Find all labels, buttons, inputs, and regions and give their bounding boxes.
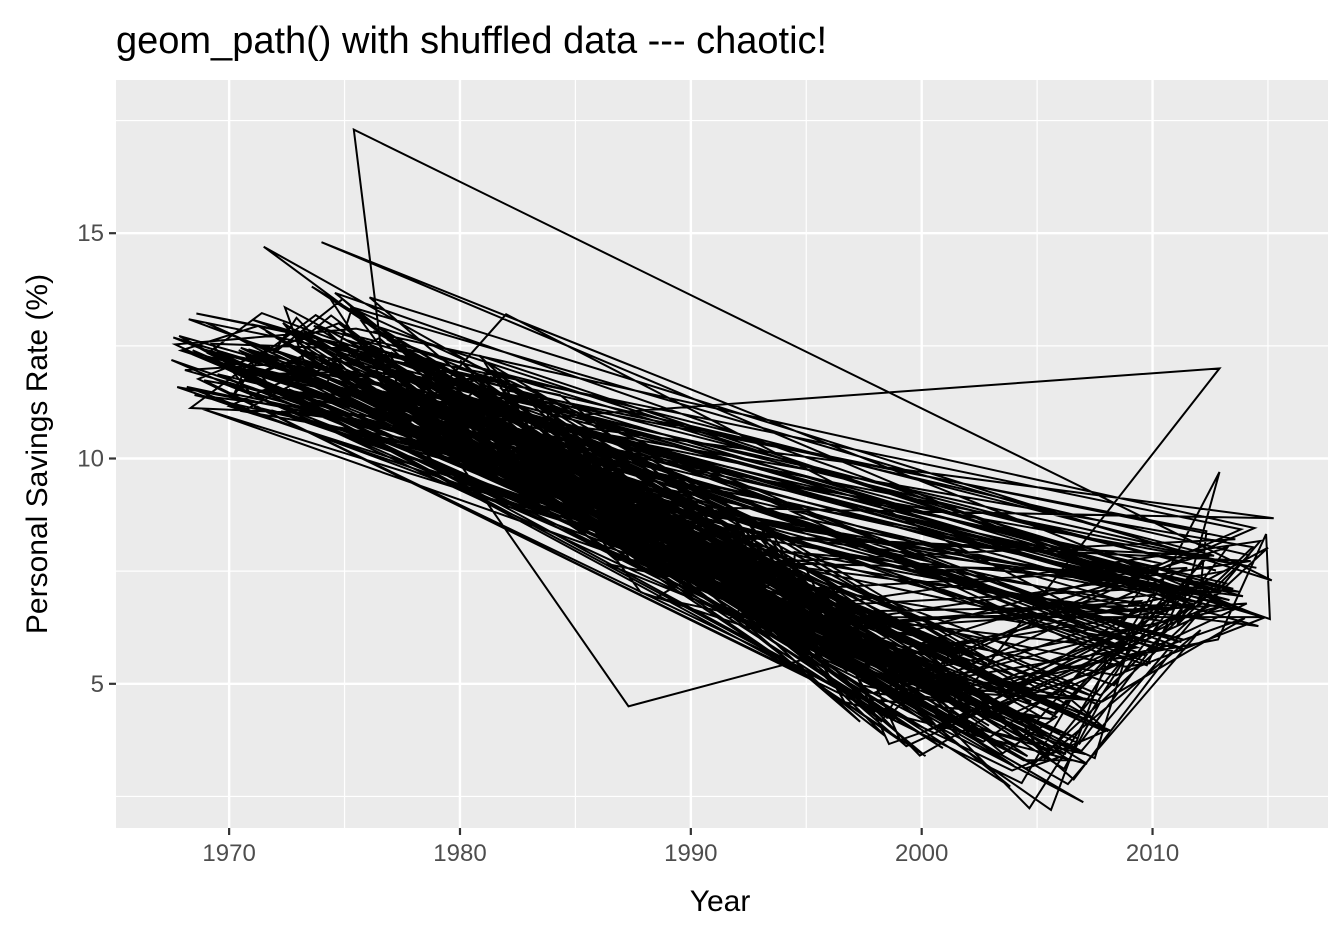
x-axis-title: Year [690, 885, 751, 918]
chart-title: geom_path() with shuffled data --- chaot… [116, 20, 827, 62]
x-axis: 1970 1980 1990 2000 2010 [202, 828, 1179, 867]
x-tick-label: 1990 [664, 840, 717, 867]
data-path-line [171, 127, 1274, 812]
y-tick-label: 10 [77, 446, 104, 473]
x-tick-label: 2000 [895, 840, 948, 867]
x-tick-label: 1980 [433, 840, 486, 867]
x-tick-label: 2010 [1126, 840, 1179, 867]
y-tick-label: 15 [77, 220, 104, 247]
y-tick-label: 5 [91, 671, 104, 698]
x-tick-label: 1970 [202, 840, 255, 867]
y-axis-title: Personal Savings Rate (%) [21, 274, 54, 634]
y-axis: 5 10 15 [77, 220, 116, 698]
